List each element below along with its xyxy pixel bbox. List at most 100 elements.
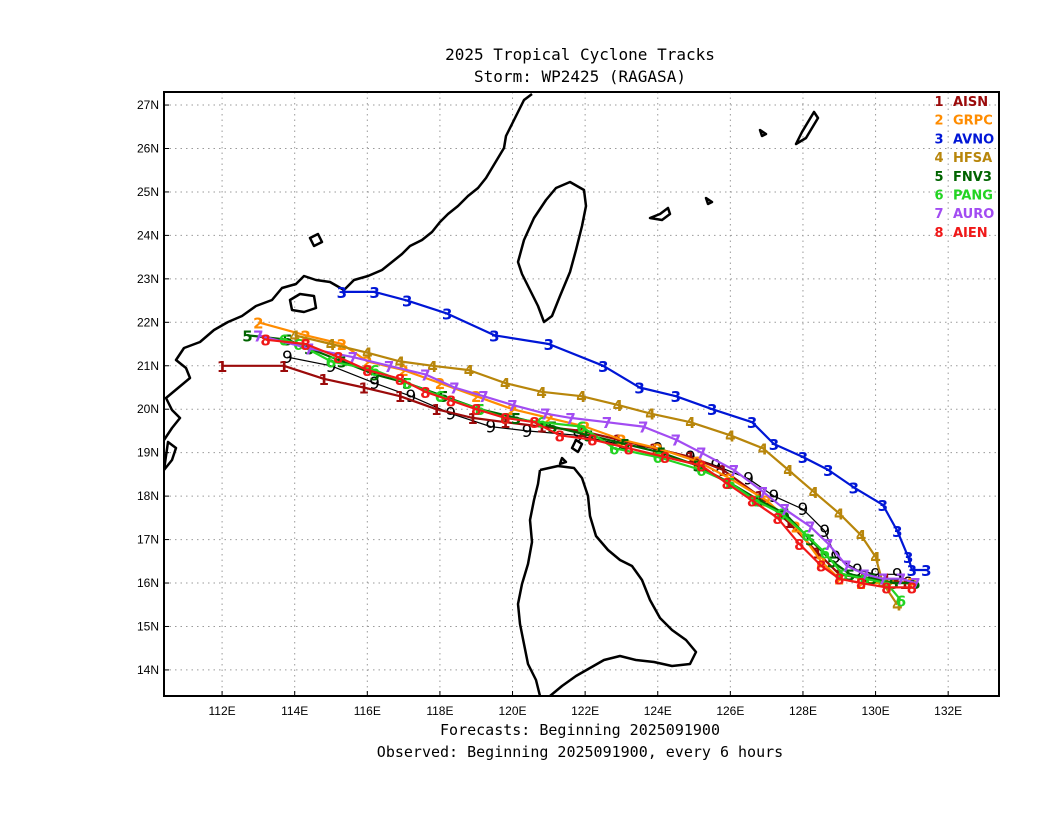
legend-item-avno: 3 AVNO [934, 132, 994, 147]
legend-number: 2 [934, 114, 943, 129]
track-point-aien: 8 [300, 336, 310, 354]
track-point-fnv3: 5 [547, 419, 557, 437]
coastline-ryukyu [648, 110, 820, 222]
track-point-hfsa: 4 [395, 353, 405, 371]
track-point-avno: 3 [442, 306, 452, 324]
track-point-avno: 3 [598, 358, 608, 376]
track-point-fnv3: 5 [910, 575, 920, 593]
track-point-avno: 3 [634, 379, 644, 397]
track-point-grpc: 2 [580, 419, 590, 437]
legend-label: AVNO [953, 132, 994, 147]
track-point-aien: 8 [834, 571, 844, 589]
track-point-grpc: 2 [816, 553, 826, 571]
track-point-fnv3: 5 [620, 436, 630, 454]
observed-marker: 9 [522, 422, 533, 442]
x-tick-label: 112E [209, 704, 236, 718]
track-point-auro: 7 [449, 379, 459, 397]
track-point-auro: 7 [304, 340, 314, 358]
y-tick-label: 25N [137, 185, 159, 199]
observed-marker: 9 [768, 487, 779, 507]
track-point-avno: 3 [903, 549, 913, 567]
track-point-hfsa: 4 [892, 597, 902, 615]
track-point-aien: 8 [772, 510, 782, 528]
track-point-aisn: 1 [783, 514, 793, 532]
observed-marker: 9 [445, 405, 456, 425]
track-point-aien: 8 [362, 362, 372, 380]
track-point-hfsa: 4 [576, 388, 586, 406]
plot-frame [163, 91, 1000, 697]
track-line-hfsa [294, 334, 899, 606]
track-point-aisn: 1 [500, 414, 510, 432]
track-point-fnv3: 5 [656, 445, 666, 463]
track-point-auro: 7 [348, 349, 358, 367]
track-point-fnv3: 5 [780, 505, 790, 523]
track-point-hfsa: 4 [878, 575, 888, 593]
track-point-auro: 7 [638, 419, 648, 437]
y-tick-label: 14N [137, 663, 159, 677]
track-point-pang: 6 [653, 449, 663, 467]
coastlines [164, 93, 820, 696]
track-point-auro: 7 [420, 366, 430, 384]
track-point-grpc: 2 [337, 336, 347, 354]
track-point-hfsa: 4 [758, 440, 768, 458]
track-point-fnv3: 5 [584, 427, 594, 445]
track-point-hfsa: 4 [464, 362, 474, 380]
track-point-hfsa: 4 [500, 375, 510, 393]
legend-number: 8 [934, 226, 943, 241]
track-point-auro: 7 [859, 566, 869, 584]
track-point-hfsa: 4 [613, 397, 623, 415]
observed-marker: 9 [572, 426, 583, 446]
track-point-hfsa: 4 [536, 384, 546, 402]
track-point-fnv3: 5 [242, 327, 252, 345]
track-point-pang: 6 [859, 571, 869, 589]
track-point-grpc: 2 [544, 410, 554, 428]
track-point-pang: 6 [896, 592, 906, 610]
track-point-avno: 3 [747, 414, 757, 432]
track-point-hfsa: 4 [870, 549, 880, 567]
track-point-fnv3: 5 [369, 366, 379, 384]
track-point-grpc: 2 [507, 401, 517, 419]
track-point-fnv3: 5 [692, 458, 702, 476]
track-point-grpc: 2 [885, 575, 895, 593]
track-point-pang: 6 [536, 414, 546, 432]
track-point-grpc: 2 [398, 362, 408, 380]
track-point-pang: 6 [402, 375, 412, 393]
track-point-aisn: 1 [812, 545, 822, 563]
track-point-avno: 3 [402, 293, 412, 311]
track-point-pang: 6 [881, 575, 891, 593]
track-point-aien: 8 [747, 492, 757, 510]
legend-label: AIEN [953, 226, 988, 241]
track-point-grpc: 2 [435, 375, 445, 393]
legend-item-grpc: 2 GRPC [934, 114, 992, 129]
track-point-aien: 8 [881, 579, 891, 597]
track-point-aisn: 1 [431, 401, 441, 419]
y-tick-label: 27N [137, 98, 159, 112]
footer-observed: Observed: Beginning 2025091900, every 6 … [377, 743, 783, 761]
x-tick-label: 116E [354, 704, 381, 718]
track-point-pang: 6 [326, 353, 336, 371]
track-point-avno: 3 [849, 479, 859, 497]
legend-number: 4 [934, 151, 943, 166]
observed-marker: 9 [830, 548, 841, 568]
observed-marker: 9 [405, 387, 416, 407]
track-point-auro: 7 [780, 501, 790, 519]
track-point-pang: 6 [751, 492, 761, 510]
track-point-pang: 6 [696, 462, 706, 480]
track-point-aien: 8 [529, 414, 539, 432]
track-point-hfsa: 4 [685, 414, 695, 432]
y-tick-label: 23N [137, 272, 159, 286]
track-point-avno: 3 [823, 462, 833, 480]
track-point-auro: 7 [758, 484, 768, 502]
track-point-aien: 8 [333, 349, 343, 367]
track-point-aisn: 1 [395, 388, 405, 406]
y-tick-label: 20N [137, 402, 159, 416]
track-line-aien [265, 338, 912, 589]
track-point-avno: 3 [907, 562, 917, 580]
legend-label: FNV3 [953, 170, 992, 185]
y-tick-label: 18N [137, 489, 159, 503]
chart-subtitle: Storm: WP2425 (RAGASA) [474, 67, 686, 86]
axis-ticks: 112E 114E 116E 118E 120E 122E 124E 126E 128E 130E… [137, 98, 962, 718]
observed-marker: 9 [819, 522, 830, 542]
